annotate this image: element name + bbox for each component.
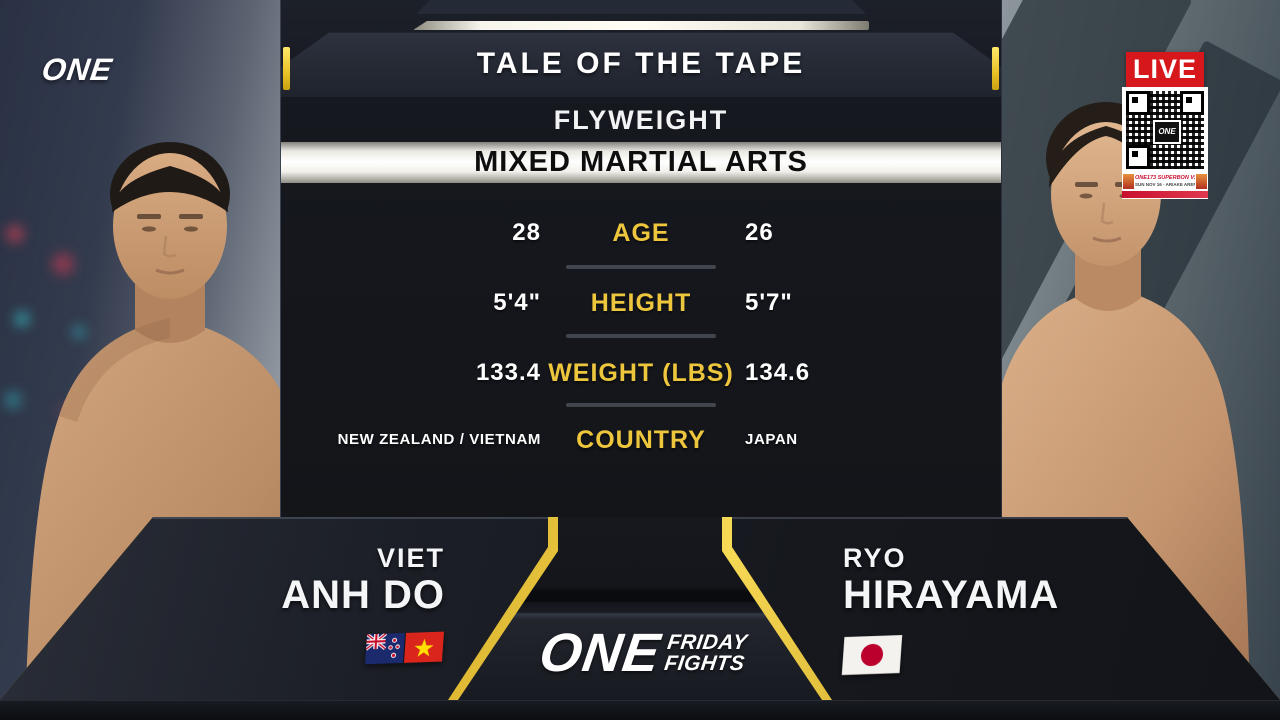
fighter-left-last-name: ANH DO <box>281 573 445 617</box>
promo-event-details: SUN NOV 16 · ARIAKE ARENA · TOKYO <box>1135 182 1195 187</box>
stat-value-right: JAPAN <box>745 431 798 448</box>
stat-row-age: AGE 28 26 <box>281 215 1001 251</box>
qr-pattern: ONE <box>1126 91 1204 169</box>
promo-fighter-thumb <box>1123 174 1134 189</box>
stat-label: COUNTRY <box>576 426 706 454</box>
gold-accent-left <box>283 47 290 90</box>
panel-top-notch <box>416 0 866 14</box>
promo-event-title: ONE173 SUPERBON VS NOIRI <box>1135 175 1195 181</box>
one-championship-logo: ONE <box>39 52 115 87</box>
fighter-right-first-name: RYO <box>843 543 907 573</box>
panel-silver-accent-bar <box>413 21 869 30</box>
flag-new-zealand-icon <box>364 632 406 665</box>
stat-value-right: 134.6 <box>745 359 811 386</box>
fighter-right-last-name: HIRAYAMA <box>843 573 1060 617</box>
fighter-left-first-name: VIET <box>376 543 445 573</box>
flag-vietnam-icon <box>403 631 445 664</box>
event-promo-banner: ONE173 SUPERBON VS NOIRI SUN NOV 16 · AR… <box>1122 173 1208 199</box>
fighter-right-nameplate-text: RYO HIRAYAMA <box>843 543 1059 617</box>
stat-value-right: 26 <box>745 219 774 246</box>
tape-title: TALE OF THE TAPE <box>476 47 806 80</box>
promo-fighter-thumb <box>1196 174 1207 189</box>
promo-red-strip <box>1122 191 1208 198</box>
flag-japan-icon <box>841 634 903 676</box>
fighter-left-nameplate-text: VIET ANH DO <box>281 543 445 617</box>
one-logo-text: ONE <box>535 623 665 683</box>
row-divider <box>566 403 716 407</box>
stat-label: HEIGHT <box>590 289 692 317</box>
qr-center-logo: ONE <box>1153 120 1181 144</box>
stat-value-right: 5'7" <box>745 289 793 316</box>
stat-row-country: COUNTRY NEW ZEALAND / VIETNAM JAPAN <box>281 422 1001 458</box>
stat-label: AGE <box>612 219 670 247</box>
fighter-left-flags <box>364 631 445 665</box>
fighter-right-flags <box>841 634 903 676</box>
division-label: FLYWEIGHT <box>553 105 729 135</box>
stat-row-height: HEIGHT 5'4" 5'7" <box>281 285 1001 321</box>
stat-value-left: NEW ZEALAND / VIETNAM <box>337 431 541 448</box>
stat-value-left: 28 <box>512 219 541 246</box>
bottom-bar <box>0 700 1280 720</box>
stat-label: WEIGHT (LBS) <box>548 359 734 387</box>
city-bokeh-lights <box>0 195 150 485</box>
stat-value-left: 5'4" <box>493 289 541 316</box>
discipline-bar: MIXED MARTIAL ARTS <box>281 142 1001 183</box>
panel-header-bar <box>281 32 1001 97</box>
qr-code: ONE <box>1122 87 1208 173</box>
gold-accent-right <box>992 47 999 90</box>
row-divider <box>566 334 716 338</box>
one-friday-fights-logo: ONE FRIDAY FIGHTS <box>536 622 765 684</box>
stat-value-left: 133.4 <box>475 359 541 386</box>
live-badge: LIVE <box>1126 52 1204 87</box>
tale-of-tape-panel: TALE OF THE TAPE FLYWEIGHT MIXED MARTIAL… <box>280 0 1002 517</box>
row-divider <box>566 265 716 269</box>
stat-row-weight: WEIGHT (LBS) 133.4 134.6 <box>281 355 1001 391</box>
friday-fights-text: FRIDAY FIGHTS <box>662 631 749 675</box>
